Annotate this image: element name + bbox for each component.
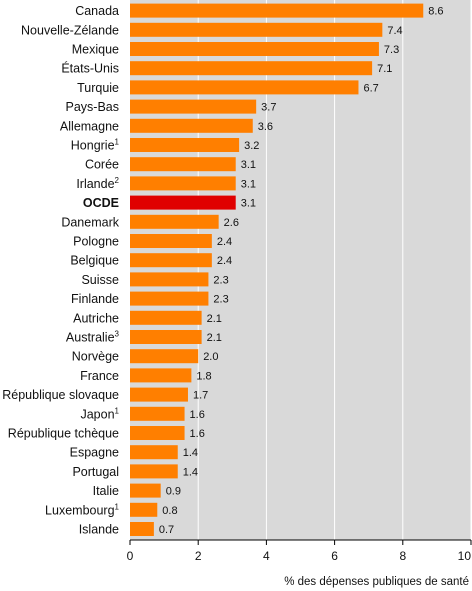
bar	[130, 291, 209, 306]
value-label: 3.1	[241, 159, 256, 171]
bar	[130, 176, 236, 191]
value-label: 7.4	[387, 25, 402, 37]
value-label: 8.6	[428, 6, 443, 18]
value-label: 2.3	[213, 294, 228, 306]
tick-label: 4	[263, 549, 270, 563]
value-labels: 8.67.47.37.16.73.73.63.23.13.13.12.62.42…	[159, 6, 444, 536]
bar	[130, 330, 202, 344]
category-label: Australie3	[66, 330, 120, 345]
category-label: OCDE	[83, 196, 119, 210]
bar	[130, 445, 178, 460]
category-label: Norvège	[72, 350, 119, 364]
bar	[130, 253, 212, 268]
bar	[130, 483, 161, 498]
bar	[130, 99, 257, 114]
value-label: 0.7	[159, 524, 174, 536]
bar	[130, 464, 178, 479]
value-label: 0.8	[162, 505, 177, 517]
bar	[130, 406, 185, 421]
bar	[130, 157, 236, 172]
bar	[130, 214, 219, 229]
value-label: 3.1	[241, 198, 256, 210]
value-label: 1.6	[190, 409, 205, 421]
category-label: France	[80, 369, 119, 383]
category-label: Italie	[93, 484, 119, 498]
bar	[130, 195, 236, 210]
bars	[130, 3, 424, 536]
tick-label: 6	[331, 549, 338, 563]
bar	[130, 42, 379, 56]
bar	[130, 349, 199, 364]
bar	[130, 22, 383, 37]
category-label: États-Unis	[61, 61, 119, 76]
category-label: Autriche	[73, 311, 119, 325]
category-label: Canada	[75, 4, 119, 18]
value-label: 7.3	[384, 44, 399, 56]
value-label: 3.1	[241, 178, 256, 190]
value-label: 3.7	[261, 102, 276, 114]
bar	[130, 138, 240, 152]
category-label: Espagne	[70, 446, 119, 460]
category-label: Pologne	[73, 235, 119, 249]
value-label: 2.3	[213, 274, 228, 286]
category-label: Suisse	[81, 273, 119, 287]
category-label: Corée	[85, 158, 119, 172]
bar	[130, 234, 212, 248]
bar	[130, 310, 202, 325]
value-label: 1.8	[196, 370, 211, 382]
value-label: 2.0	[203, 351, 218, 363]
value-label: 1.6	[190, 428, 205, 440]
category-label: Mexique	[72, 43, 119, 57]
tick-label: 2	[195, 549, 202, 563]
tick-label: 0	[127, 549, 134, 563]
value-label: 3.6	[258, 121, 273, 133]
value-label: 3.2	[244, 140, 259, 152]
category-label: République slovaque	[2, 388, 119, 402]
category-label: Pays-Bas	[66, 100, 120, 114]
value-label: 7.1	[377, 63, 392, 75]
bar	[130, 272, 209, 287]
category-label: Nouvelle-Zélande	[21, 23, 119, 37]
bar	[130, 368, 192, 383]
bar	[130, 387, 188, 402]
bar	[130, 61, 373, 76]
bar	[130, 80, 359, 95]
value-label: 1.4	[183, 447, 198, 459]
value-label: 1.4	[183, 466, 198, 478]
bar	[130, 118, 253, 133]
bar	[130, 3, 424, 18]
category-label: Turquie	[77, 81, 119, 95]
category-label: Finlande	[71, 292, 119, 306]
category-label: Danemark	[61, 215, 119, 229]
tick-label: 8	[399, 549, 406, 563]
category-label: Portugal	[72, 465, 119, 479]
value-label: 2.1	[207, 332, 222, 344]
value-label: 2.4	[217, 255, 232, 267]
category-label: Belgique	[70, 254, 119, 268]
x-axis-title: % des dépenses publiques de santé	[284, 576, 469, 588]
bar	[130, 502, 158, 517]
value-label: 2.6	[224, 217, 239, 229]
value-label: 0.9	[166, 486, 181, 498]
value-label: 2.1	[207, 313, 222, 325]
category-label: Islande	[79, 523, 119, 537]
category-label: Luxembourg1	[45, 502, 120, 517]
value-label: 6.7	[363, 82, 378, 94]
category-label: Hongrie1	[71, 138, 120, 153]
category-label: Japon1	[80, 406, 119, 421]
tick-label: 10	[458, 549, 472, 563]
value-label: 1.7	[193, 390, 208, 402]
x-axis-ticks: 0 2 4 6 8 10	[127, 540, 472, 563]
value-label: 2.4	[217, 236, 232, 248]
category-label: République tchèque	[8, 427, 119, 441]
category-label: Allemagne	[60, 119, 119, 133]
category-label: Irlande2	[76, 176, 119, 191]
category-labels: Canada Nouvelle-Zélande Mexique États-Unis T…	[2, 4, 120, 536]
bar	[130, 522, 154, 536]
bar	[130, 426, 185, 440]
